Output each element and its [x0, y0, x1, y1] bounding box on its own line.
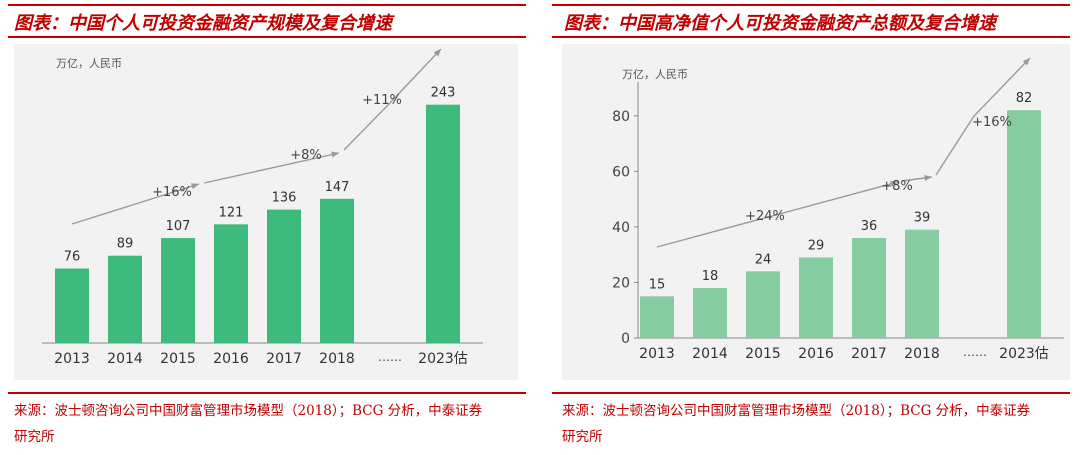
- value-label: 29: [808, 238, 825, 253]
- category-label: 2015: [745, 346, 781, 362]
- growth-arrowhead: [331, 151, 339, 158]
- y-tick-label: 80: [612, 109, 630, 125]
- growth-arrowhead: [433, 49, 441, 57]
- right-source: 来源：波士顿咨询公司中国财富管理市场模型（2018）；BCG 分析，中泰证券 研…: [562, 398, 1030, 450]
- unit-label: 万亿，人民币: [622, 68, 688, 81]
- bar: [746, 271, 780, 338]
- value-label: 89: [117, 237, 134, 252]
- category-label: 2015: [160, 351, 196, 367]
- bar: [799, 257, 833, 338]
- bar: [214, 224, 248, 343]
- left-chart-area: 万亿，人民币 76 2013 89 2014 107 2015 121 2016 136 2017 1…: [14, 44, 518, 380]
- category-label: 2013: [54, 351, 90, 367]
- right-source-line1: 来源：波士顿咨询公司中国财富管理市场模型（2018）；BCG 分析，中泰证券: [562, 403, 1031, 419]
- bar: [905, 229, 939, 338]
- value-label: 243: [431, 86, 456, 101]
- right-bottom-rule: [552, 392, 1070, 394]
- growth-arrowhead: [890, 180, 898, 187]
- left-top-rule: [8, 4, 526, 6]
- right-top-rule: [552, 4, 1070, 6]
- bar: [1007, 110, 1041, 338]
- value-label: 147: [325, 180, 350, 195]
- right-bar-chart: 万亿，人民币 0 20 40 60 80 15 2013 18 2014 24 2015 29 2016 3…: [612, 57, 1064, 362]
- gap-label: ……: [378, 350, 402, 364]
- growth-trend-line: [656, 181, 899, 248]
- bar: [852, 238, 886, 338]
- growth-annotation: +8%: [290, 148, 322, 163]
- y-tick-label: 40: [612, 220, 630, 236]
- category-label: 2018: [319, 351, 355, 367]
- left-panel: 图表：中国个人可投资金融资产规模及复合增速 万亿，人民币 76 2013 89 2014…: [8, 4, 526, 450]
- left-source-line2: 研究所: [14, 429, 55, 445]
- bar: [693, 288, 727, 338]
- growth-annotation: +16%: [972, 115, 1012, 130]
- category-label: 2013: [639, 346, 675, 362]
- value-label: 15: [649, 277, 666, 292]
- category-label: 2017: [266, 351, 302, 367]
- category-label: 2023估: [418, 351, 468, 367]
- y-tick-label: 60: [612, 164, 630, 180]
- growth-trend-line: [71, 183, 200, 225]
- value-label: 82: [1016, 91, 1033, 106]
- y-tick-label: 20: [612, 275, 630, 291]
- bar: [320, 198, 354, 343]
- growth-trend-line: [203, 152, 340, 184]
- category-label: 2016: [213, 351, 249, 367]
- bar: [55, 268, 89, 343]
- category-label: 2016: [798, 346, 834, 362]
- category-label: 2018: [904, 346, 940, 362]
- value-label: 76: [64, 249, 81, 264]
- category-label: 2017: [851, 346, 887, 362]
- growth-annotation: +24%: [745, 209, 785, 224]
- gap-label: ……: [963, 345, 987, 359]
- right-panel: 图表：中国高净值个人可投资金融资产总额及复合增速 万亿，人民币 0 20 40 60 80…: [540, 0, 1080, 455]
- unit-label: 万亿，人民币: [56, 57, 122, 70]
- right-panel-title: 图表：中国高净值个人可投资金融资产总额及复合增速: [564, 13, 996, 34]
- growth-trend-line: [343, 48, 442, 151]
- right-chart-area: 万亿，人民币 0 20 40 60 80 15 2013 18 2014 24 2015 29 2016 3…: [562, 44, 1070, 380]
- value-label: 18: [702, 269, 719, 284]
- value-label: 107: [166, 219, 191, 234]
- left-title-rule: [8, 36, 526, 38]
- value-label: 136: [272, 191, 297, 206]
- growth-arrowhead: [924, 174, 932, 182]
- growth-annotation: +16%: [152, 185, 192, 200]
- bar: [108, 255, 142, 343]
- right-source-line2: 研究所: [562, 429, 603, 445]
- bar: [426, 104, 460, 343]
- growth-annotation: +11%: [362, 93, 402, 108]
- right-title-rule: [552, 36, 1070, 38]
- value-label: 24: [755, 252, 772, 267]
- left-bottom-rule: [8, 392, 526, 394]
- category-label: 2023估: [999, 346, 1049, 362]
- left-source: 来源：波士顿咨询公司中国财富管理市场模型（2018）；BCG 分析，中泰证券 研…: [14, 398, 482, 450]
- growth-annotation: +8%: [881, 179, 913, 194]
- value-label: 39: [914, 211, 931, 226]
- growth-arrowhead: [1022, 58, 1030, 66]
- category-label: 2014: [107, 351, 143, 367]
- category-label: 2014: [692, 346, 728, 362]
- bar: [267, 209, 301, 343]
- growth-trend-line: [935, 57, 1031, 176]
- left-bar-chart: 万亿，人民币 76 2013 89 2014 107 2015 121 2016 136 2017 1…: [42, 48, 483, 367]
- value-label: 36: [861, 219, 878, 234]
- left-source-line1: 来源：波士顿咨询公司中国财富管理市场模型（2018）；BCG 分析，中泰证券: [14, 403, 483, 419]
- bar: [640, 296, 674, 338]
- bar: [161, 238, 195, 343]
- y-tick-label: 0: [621, 331, 630, 347]
- value-label: 121: [219, 205, 244, 220]
- growth-arrowhead: [191, 183, 199, 190]
- left-panel-title: 图表：中国个人可投资金融资产规模及复合增速: [14, 13, 392, 34]
